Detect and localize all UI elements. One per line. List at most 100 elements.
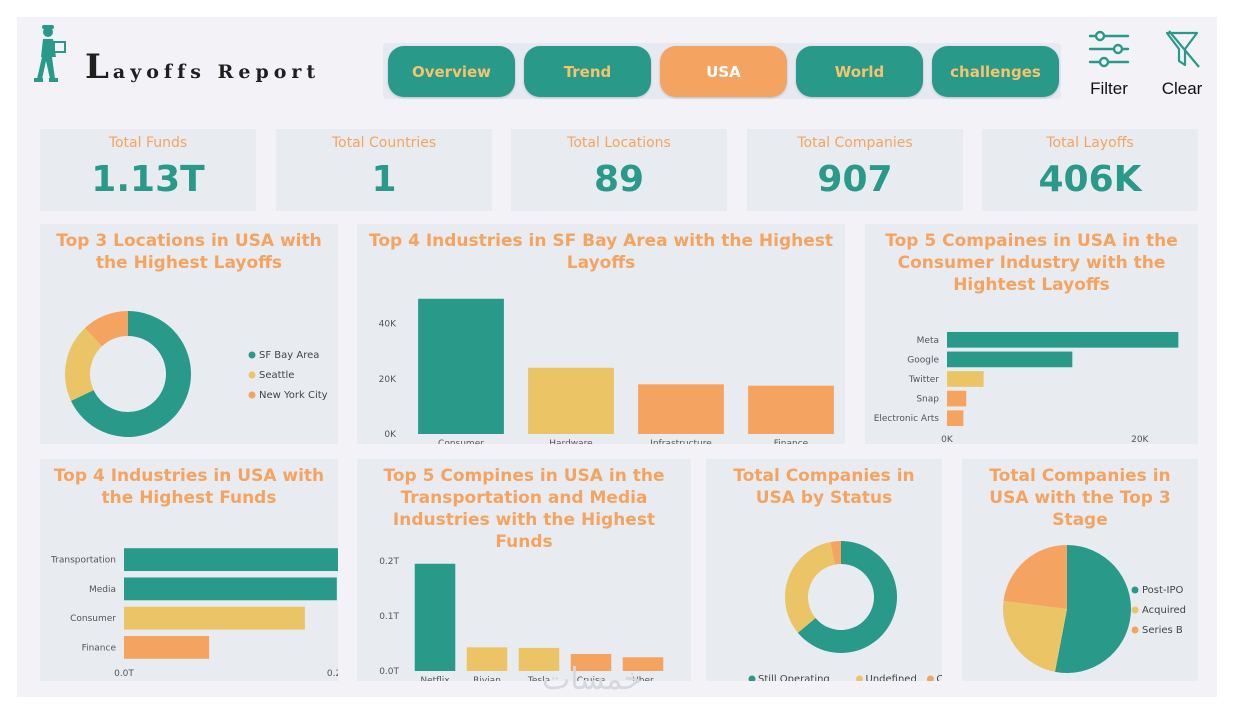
kpi-value: 1.13T [91,159,205,200]
legend-label-still-operating: Still Operating [758,674,830,681]
worker-carrying-box-icon [34,25,66,82]
kpi-value: 89 [593,159,645,200]
bar-transportation [124,548,338,572]
y-tick-label-consumer: Consumer [70,614,116,624]
title-rest: ayoffs Report [112,61,321,83]
tab-world[interactable]: World [796,46,923,97]
kpi-label: Total Layoffs [1046,135,1134,151]
pie-slice-still-operating [797,541,897,653]
page-title: L ayoffs Report [85,47,320,87]
clear-filter-icon[interactable] [1163,29,1203,73]
tab-challenges[interactable]: challenges [932,46,1059,97]
x-tick-label-uber: Uber [632,676,654,681]
bar-finance [748,385,834,434]
y-tick-label: 20K [379,375,397,385]
card-top-locations: Top 3 Locations in USA with the Highest … [40,224,338,444]
bar-media [124,577,337,601]
pie-slice-post-ipo [1055,545,1131,673]
y-tick-label-snap: Snap [916,395,939,405]
x-tick-label-netflix: Netflix [420,676,450,681]
nav-tabs: Overview Trend USA World challenges [383,43,1061,99]
chart-title: Top 3 Locations in USA with the Highest … [56,231,322,273]
legend-marker-sf-bay-area [248,351,256,359]
bar-finance [124,635,210,659]
legend-label-seattle: Seattle [259,370,294,381]
kpi-total-companies: Total Companies 907 [747,129,963,211]
bar-netflix [414,563,456,671]
y-tick-label-meta: Meta [917,336,939,346]
kpi-value: 907 [817,159,893,200]
chart-title: Top 4 Industries in USA with the Highest… [53,466,325,508]
kpi-value: 406K [1038,159,1142,200]
legend-label-acquired: Acquired [1142,605,1186,616]
bar-consumer [124,606,305,630]
kpi-total-locations: Total Locations 89 [511,129,727,211]
x-tick-label: 0.0T [114,669,134,679]
kpi-total-countries: Total Countries 1 [276,129,492,211]
legend-marker-post-ipo [1131,586,1139,594]
y-tick-label-media: Media [89,585,116,595]
bar-meta [947,331,1179,348]
y-tick-label: 40K [379,320,397,330]
chart-title: Total Companies in USA with the Top 3 St… [989,466,1171,530]
x-tick-label: 20K [1131,435,1149,444]
bar-twitter [947,371,984,387]
y-tick-label-transportation: Transportation [50,556,116,566]
locations-donut-chart: SF Bay Area Seattle New York City [65,311,328,437]
funds-industries-bar-chart: Transportation Media Consumer Finance 0.0T 0.… [50,548,338,679]
tab-usa[interactable]: USA [660,46,787,97]
bar-hardware [528,367,614,434]
y-tick-label-electronic-arts: Electronic Arts [874,414,940,424]
legend-marker-still-operating [748,675,756,681]
card-sf-industries: Top 4 Industries in SF Bay Area with the… [357,224,845,444]
legend-marker-acquired [1131,606,1139,614]
pie-slice-sf-bay-area [70,311,191,437]
title-initial: L [85,47,109,87]
sliders-icon[interactable] [1088,30,1130,68]
bar-electronic-arts [947,410,964,427]
y-tick-label-google: Google [907,355,939,365]
watermark: خمسات [542,662,643,697]
stage-pie-chart: Post-IPO Acquired Series B [1003,545,1186,673]
legend-marker-undefined [856,675,863,681]
bar-rivian [466,647,508,671]
pie-slice-seattle [65,328,102,401]
x-tick-label: 0.2T [327,669,338,679]
chart-title: Total Companies in USA by Status [733,466,915,508]
pie-slice-acquired [1003,600,1067,672]
x-tick-label-tesla: Tesla [527,676,550,681]
chart-title: Top 5 Compaines in USA in the Consumer I… [885,231,1178,295]
card-stage: Total Companies in USA with the Top 3 St… [962,459,1198,681]
dashboard-canvas: L ayoffs Report Overview Trend USA World… [17,17,1217,697]
legend-marker-closed [926,675,934,681]
bar-uber [622,657,664,671]
tab-trend[interactable]: Trend [524,46,651,97]
legend-marker-new-york-city [248,391,256,399]
legend-label-closed: Closed [936,674,942,681]
y-tick-label: 0K [384,430,397,440]
x-tick-label-finance: Finance [774,439,809,444]
filter-button-label[interactable]: Filter [1090,79,1128,98]
legend-label-post-ipo: Post-IPO [1142,585,1184,596]
chart-title: Top 4 Industries in SF Bay Area with the… [368,231,834,273]
tab-overview[interactable]: Overview [388,46,515,97]
card-status: Total Companies in USA by Status Still O… [706,459,942,681]
clear-button-label[interactable]: Clear [1161,79,1203,98]
chart-title: Top 5 Compines in USA in the Transportat… [383,466,665,552]
pie-slice-new-york-city [84,311,128,347]
bar-consumer [418,298,504,434]
kpi-label: Total Companies [797,135,913,151]
kpi-label: Total Locations [567,135,671,151]
kpi-total-layoffs: Total Layoffs 406K [982,129,1198,211]
bar-cruise [570,653,612,671]
status-donut-chart: Still Operating Undefined Closed [748,541,942,681]
x-tick-label-cruise: Cruise [577,676,606,681]
sf-industries-bar-chart: 0K 20K 40K Consumer Hardware Infrastructure Fi… [379,298,834,444]
kpi-label: Total Funds [108,135,188,151]
trans-media-companies-bar-chart: 0.0T 0.1T 0.2T Netflix Rivian Tesla Cruise Uber [379,557,664,681]
x-tick-label-infrastructure: Infrastructure [650,439,712,444]
card-trans-media-companies: Top 5 Compines in USA in the Transportat… [357,459,691,681]
y-tick-label: 0.1T [379,612,399,622]
y-tick-label: 0.0T [379,667,399,677]
y-tick-label: 0.2T [379,557,399,567]
